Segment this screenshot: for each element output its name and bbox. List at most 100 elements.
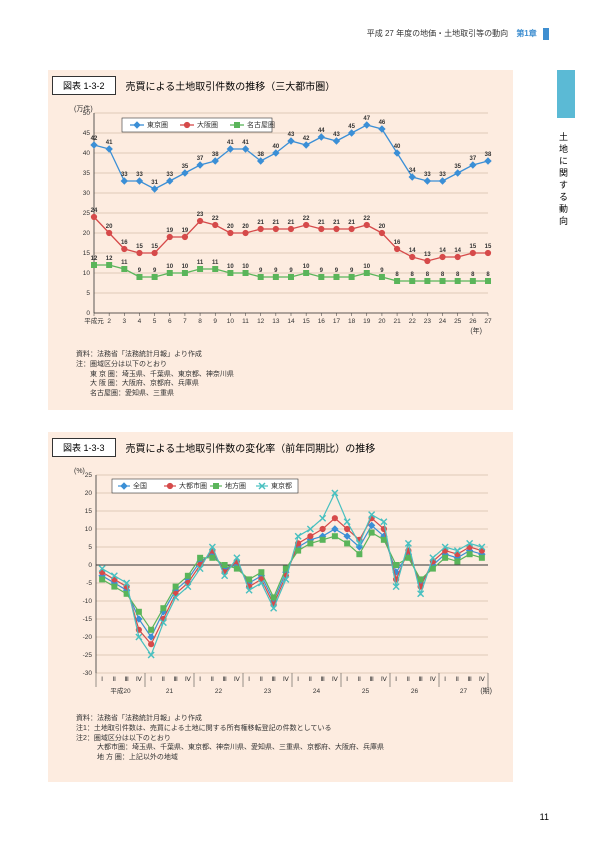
svg-text:Ⅲ: Ⅲ: [467, 676, 472, 683]
svg-text:26: 26: [411, 688, 419, 695]
svg-text:16: 16: [121, 240, 128, 246]
svg-text:46: 46: [379, 120, 386, 126]
svg-text:19: 19: [363, 318, 371, 325]
svg-text:22: 22: [303, 216, 310, 222]
svg-text:-10: -10: [83, 598, 93, 605]
svg-text:41: 41: [106, 140, 113, 146]
svg-text:Ⅲ: Ⅲ: [124, 676, 129, 683]
svg-text:(年): (年): [470, 326, 482, 335]
svg-text:35: 35: [454, 164, 461, 170]
chapter-mark: [543, 28, 549, 40]
svg-text:Ⅲ: Ⅲ: [271, 676, 276, 683]
svg-text:21: 21: [273, 220, 280, 226]
svg-text:17: 17: [333, 318, 341, 325]
svg-text:13: 13: [272, 318, 280, 325]
svg-text:Ⅲ: Ⅲ: [369, 676, 374, 683]
svg-text:Ⅰ: Ⅰ: [346, 676, 348, 683]
svg-text:35: 35: [83, 170, 91, 177]
side-tab-text: 土地に関する動向: [557, 118, 570, 228]
svg-text:Ⅰ: Ⅰ: [444, 676, 446, 683]
svg-text:24: 24: [439, 318, 447, 325]
svg-text:10: 10: [83, 270, 91, 277]
svg-text:26: 26: [469, 318, 477, 325]
svg-text:37: 37: [197, 156, 204, 162]
header-text: 平成 27 年度の地価・土地取引等の動向: [367, 29, 508, 38]
svg-text:Ⅰ: Ⅰ: [297, 676, 299, 683]
svg-text:地方圏: 地方圏: [225, 481, 246, 490]
svg-text:18: 18: [348, 318, 356, 325]
svg-text:22: 22: [409, 318, 417, 325]
svg-text:45: 45: [348, 124, 355, 130]
svg-text:15: 15: [83, 250, 91, 257]
svg-text:27: 27: [484, 318, 492, 325]
svg-text:38: 38: [485, 152, 492, 158]
svg-text:10: 10: [242, 264, 249, 270]
svg-text:Ⅳ: Ⅳ: [234, 676, 241, 683]
svg-text:41: 41: [242, 140, 249, 146]
svg-text:21: 21: [288, 220, 295, 226]
chart1-caption: 売買による土地取引件数の推移（三大都市圏）: [126, 78, 336, 93]
svg-text:43: 43: [288, 132, 295, 138]
svg-text:15: 15: [470, 244, 477, 250]
svg-text:21: 21: [393, 318, 401, 325]
svg-text:10: 10: [363, 264, 370, 270]
svg-text:東京圏: 東京圏: [147, 120, 168, 129]
svg-text:20: 20: [227, 224, 234, 230]
chart2-svg: -30-25-20-15-10-50510152025ⅠⅡⅢⅣ平成20ⅠⅡⅢⅣ2…: [64, 463, 498, 705]
svg-text:16: 16: [318, 318, 326, 325]
svg-text:Ⅰ: Ⅰ: [395, 676, 397, 683]
svg-text:Ⅳ: Ⅳ: [136, 676, 143, 683]
svg-text:Ⅱ: Ⅱ: [162, 676, 165, 683]
chapter-label: 第1章: [516, 29, 536, 38]
svg-text:41: 41: [227, 140, 234, 146]
svg-text:Ⅳ: Ⅳ: [185, 676, 192, 683]
chart2-caption-box: 図表 1-3-3: [52, 438, 116, 457]
svg-text:37: 37: [470, 156, 477, 162]
svg-text:平成20: 平成20: [110, 686, 131, 695]
svg-text:Ⅰ: Ⅰ: [199, 676, 201, 683]
svg-text:20: 20: [379, 224, 386, 230]
chart2-caption: 売買による土地取引件数の変化率（前年同期比）の推移: [126, 440, 376, 455]
svg-text:33: 33: [166, 172, 173, 178]
svg-text:33: 33: [424, 172, 431, 178]
svg-text:15: 15: [136, 244, 143, 250]
chart1-wrap: 05101520253035404550平成元23456789101112131…: [64, 101, 497, 346]
svg-text:Ⅳ: Ⅳ: [332, 676, 339, 683]
svg-text:5: 5: [88, 544, 92, 551]
svg-text:34: 34: [409, 168, 416, 174]
svg-text:Ⅱ: Ⅱ: [358, 676, 361, 683]
svg-text:11: 11: [121, 260, 128, 266]
svg-text:21: 21: [257, 220, 264, 226]
svg-text:Ⅲ: Ⅲ: [173, 676, 178, 683]
svg-text:47: 47: [363, 116, 370, 122]
svg-text:25: 25: [362, 688, 370, 695]
svg-text:9: 9: [213, 318, 217, 325]
svg-text:Ⅱ: Ⅱ: [309, 676, 312, 683]
svg-text:大都市圏: 大都市圏: [179, 481, 207, 490]
svg-text:14: 14: [439, 248, 446, 254]
svg-text:Ⅱ: Ⅱ: [407, 676, 410, 683]
svg-text:42: 42: [91, 136, 98, 142]
svg-text:33: 33: [136, 172, 143, 178]
svg-text:20: 20: [83, 230, 91, 237]
svg-text:Ⅱ: Ⅱ: [113, 676, 116, 683]
svg-text:10: 10: [182, 264, 189, 270]
svg-text:6: 6: [168, 318, 172, 325]
svg-text:Ⅱ: Ⅱ: [260, 676, 263, 683]
svg-text:7: 7: [183, 318, 187, 325]
svg-text:Ⅲ: Ⅲ: [418, 676, 423, 683]
page-header: 平成 27 年度の地価・土地取引等の動向 第1章: [367, 28, 549, 40]
svg-text:13: 13: [424, 252, 431, 258]
svg-text:14: 14: [287, 318, 295, 325]
svg-text:14: 14: [409, 248, 416, 254]
svg-text:10: 10: [227, 318, 235, 325]
svg-text:11: 11: [197, 260, 204, 266]
svg-text:10: 10: [227, 264, 234, 270]
svg-text:全国: 全国: [133, 481, 147, 490]
svg-text:10: 10: [303, 264, 310, 270]
svg-text:31: 31: [151, 180, 158, 186]
svg-text:10: 10: [85, 526, 93, 533]
svg-text:Ⅱ: Ⅱ: [456, 676, 459, 683]
svg-text:45: 45: [83, 130, 91, 137]
chart2-wrap: -30-25-20-15-10-50510152025ⅠⅡⅢⅣ平成20ⅠⅡⅢⅣ2…: [64, 463, 497, 710]
